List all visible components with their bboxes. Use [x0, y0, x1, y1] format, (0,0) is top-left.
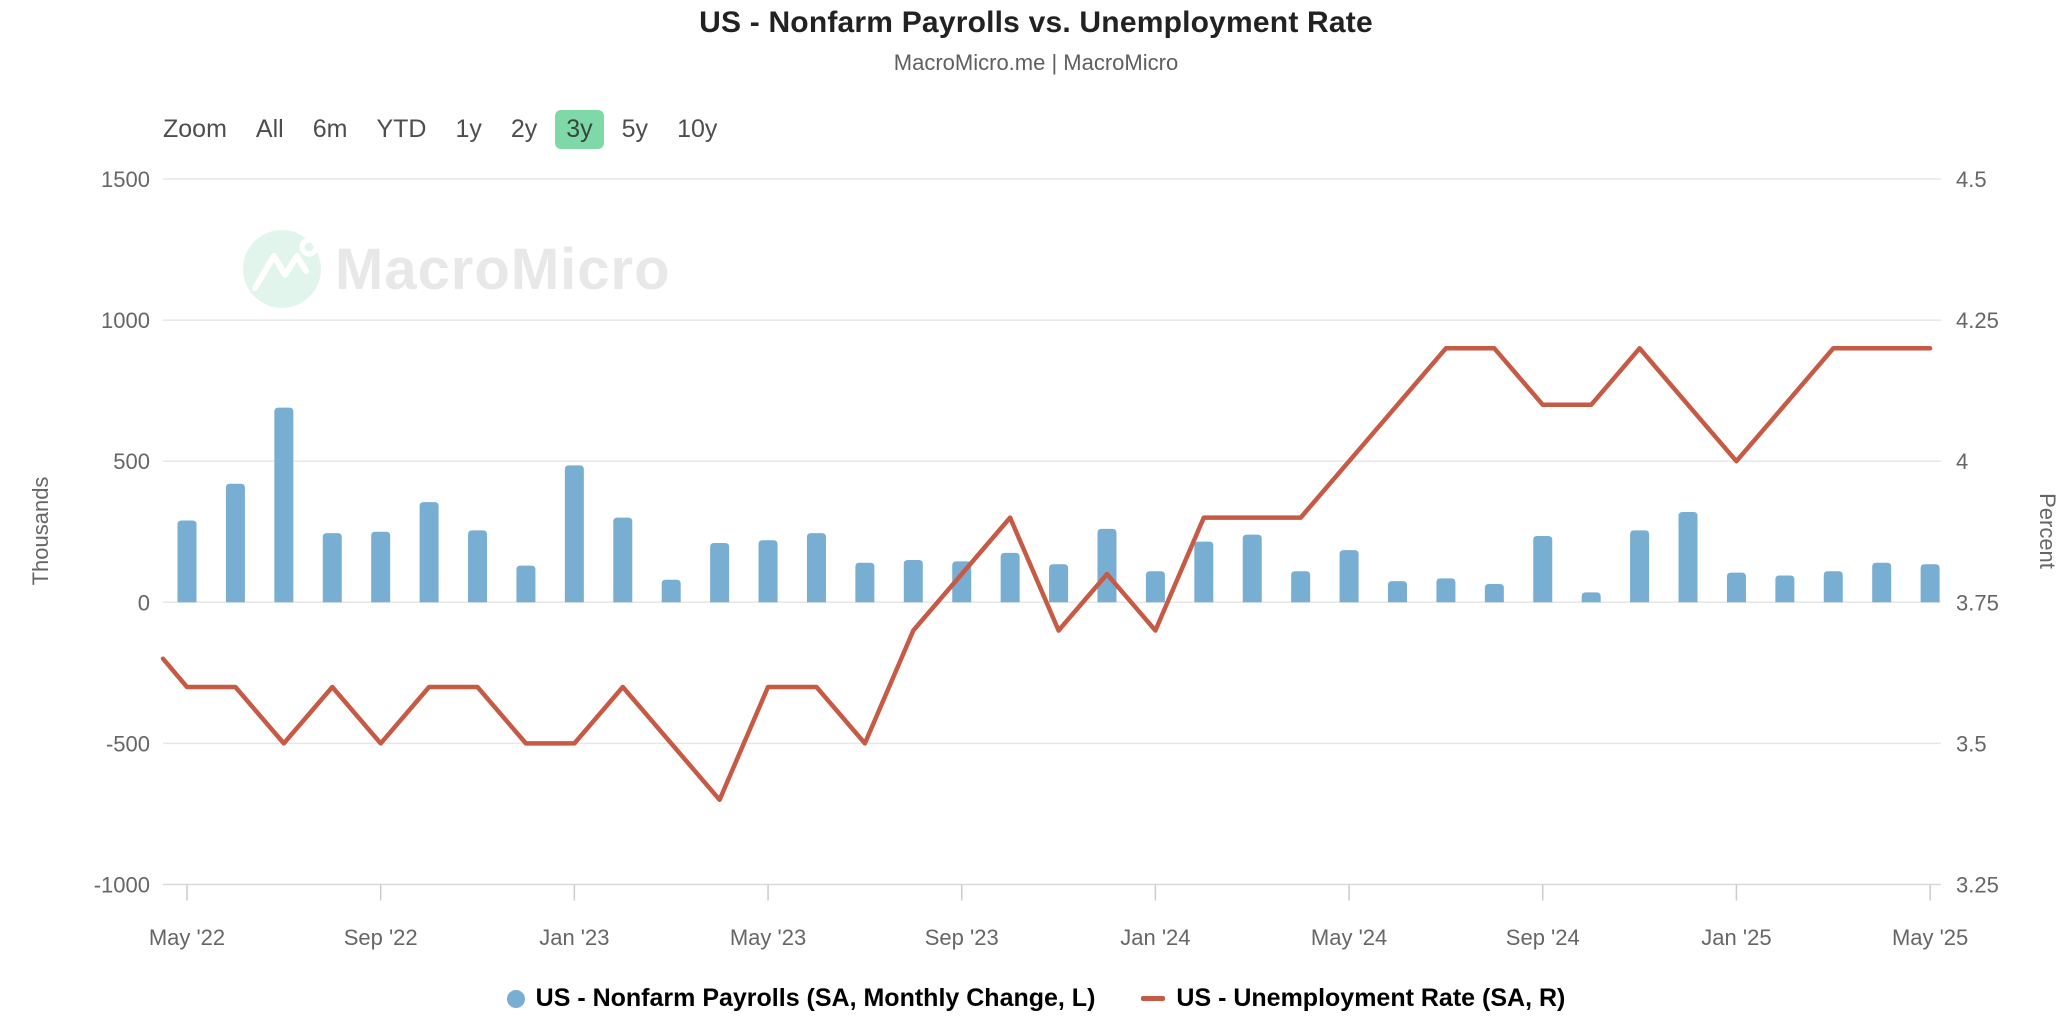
legend-label: US - Nonfarm Payrolls (SA, Monthly Chang… [535, 984, 1096, 1012]
legend-label: US - Unemployment Rate (SA, R) [1176, 984, 1566, 1012]
x-axis-tick-label: Jan '25 [1701, 925, 1771, 950]
left-axis-tick-label: 500 [113, 449, 150, 474]
payrolls-bar[interactable] [1049, 564, 1069, 603]
left-axis-tick-label: 1000 [101, 308, 150, 333]
page-title: US - Nonfarm Payrolls vs. Unemployment R… [699, 6, 1373, 39]
zoom-button-5y[interactable]: 5y [621, 115, 649, 143]
zoom-button-ytd[interactable]: YTD [376, 115, 427, 143]
payrolls-bar[interactable] [1194, 541, 1214, 603]
payrolls-bar[interactable] [1630, 530, 1650, 603]
payrolls-bar[interactable] [855, 562, 875, 603]
x-axis-tick-label: Jan '24 [1120, 925, 1190, 950]
payrolls-bar[interactable] [661, 579, 681, 603]
payrolls-bar[interactable] [177, 520, 197, 603]
zoom-button-10y[interactable]: 10y [677, 115, 718, 143]
right-axis-tick-label: 4.5 [1956, 167, 1987, 192]
zoom-button-3y[interactable]: 3y [555, 110, 604, 149]
unemployment-line[interactable] [160, 346, 1933, 803]
legend-circle-marker-icon [506, 989, 525, 1008]
x-axis-tick-label: Jan '23 [539, 925, 609, 950]
payrolls-bar[interactable] [564, 465, 584, 603]
payrolls-bar[interactable] [516, 565, 536, 603]
payrolls-bar[interactable] [274, 407, 294, 603]
legend-item-payrolls[interactable]: US - Nonfarm Payrolls (SA, Monthly Chang… [506, 984, 1096, 1013]
payrolls-bar[interactable] [1823, 571, 1843, 603]
payrolls-bar[interactable] [1533, 535, 1553, 603]
payrolls-bar[interactable] [322, 533, 342, 603]
payrolls-bar[interactable] [613, 517, 633, 603]
x-axis-tick-label: May '25 [1892, 925, 1968, 950]
payrolls-bar[interactable] [1145, 571, 1165, 603]
payrolls-bar[interactable] [1484, 583, 1504, 603]
payrolls-bar[interactable] [1920, 564, 1940, 603]
right-axis-tick-label: 3.75 [1956, 590, 1999, 615]
zoom-button-2y[interactable]: 2y [510, 115, 538, 143]
left-axis-tick-label: 1500 [101, 167, 150, 192]
right-axis-tick-label: 4.25 [1956, 308, 1999, 333]
payrolls-bar[interactable] [903, 559, 923, 603]
payrolls-bar[interactable] [1678, 511, 1698, 603]
payrolls-bar[interactable] [1097, 528, 1117, 603]
payrolls-bar[interactable] [1581, 592, 1601, 603]
payrolls-bar[interactable] [806, 533, 826, 603]
chart-legend: US - Nonfarm Payrolls (SA, Monthly Chang… [0, 984, 2072, 1013]
x-axis-tick-label: Sep '24 [1506, 925, 1580, 950]
payrolls-bar[interactable] [758, 540, 778, 603]
left-axis-tick-label: 0 [138, 590, 150, 615]
legend-item-unemployment[interactable]: US - Unemployment Rate (SA, R) [1141, 984, 1565, 1013]
zoom-button-1y[interactable]: 1y [455, 115, 482, 143]
payrolls-bar[interactable] [710, 543, 730, 603]
right-axis-tick-label: 3.5 [1956, 731, 1987, 756]
right-axis-tick-label: 4 [1956, 449, 1968, 474]
payrolls-bar[interactable] [1872, 562, 1892, 603]
payrolls-bar[interactable] [225, 483, 245, 603]
zoom-label: Zoom [163, 115, 227, 143]
page-subtitle: MacroMicro.me | MacroMicro [893, 50, 1179, 75]
x-axis-tick-label: May '22 [149, 925, 225, 950]
left-axis-tick-label: -1000 [94, 873, 150, 898]
payrolls-bar[interactable] [1242, 534, 1262, 603]
zoom-toolbar: Zoom All 6m YTD 1y 2y 3y 5y 10y [152, 110, 728, 149]
payrolls-bar[interactable] [1339, 550, 1359, 603]
payrolls-bar[interactable] [1388, 581, 1407, 603]
payrolls-bar[interactable] [1726, 572, 1746, 603]
x-axis-tick-label: Sep '22 [344, 925, 418, 950]
zoom-button-all[interactable]: All [255, 115, 284, 143]
payrolls-bar[interactable] [1291, 571, 1311, 603]
payrolls-bar[interactable] [1000, 552, 1020, 603]
left-axis-title: Thousands [28, 477, 53, 586]
left-axis-tick-label: -500 [106, 731, 150, 756]
legend-line-marker-icon [1141, 996, 1166, 1001]
payrolls-bar[interactable] [1436, 578, 1456, 603]
payrolls-bar[interactable] [1775, 575, 1795, 603]
payrolls-bar[interactable] [371, 531, 391, 603]
right-axis-tick-label: 3.25 [1956, 873, 1999, 898]
zoom-button-6m[interactable]: 6m [312, 115, 348, 143]
right-axis-title: Percent [2035, 493, 2060, 569]
x-axis-tick-label: May '23 [730, 925, 806, 950]
payrolls-bar[interactable] [468, 530, 488, 603]
x-axis-tick-label: May '24 [1311, 925, 1387, 950]
payrolls-bar[interactable] [419, 502, 439, 603]
x-axis-tick-label: Sep '23 [925, 925, 999, 950]
